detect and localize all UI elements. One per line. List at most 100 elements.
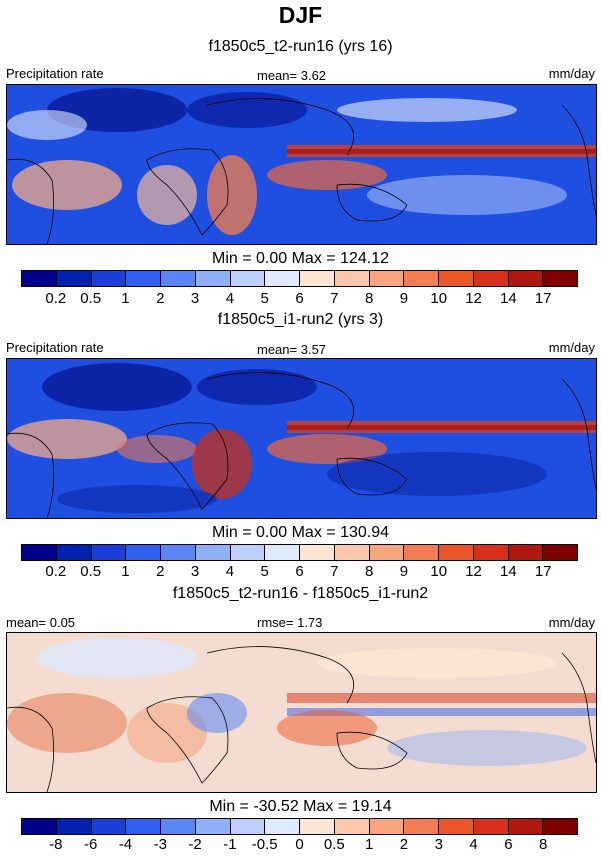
colorbar-swatch	[91, 271, 127, 286]
colorbar-tick-label: 7	[330, 563, 339, 580]
colorbar-swatch	[369, 545, 405, 560]
colorbar-swatch	[56, 819, 92, 834]
colorbar-swatch	[265, 819, 300, 834]
colorbar-swatch	[334, 819, 370, 834]
colorbar-tick-label: 12	[465, 563, 482, 580]
colorbar-tick-label: 2	[156, 290, 165, 307]
colorbar-tick-label: 3	[190, 290, 200, 307]
panel1-subtitle: f1850c5_t2-run16 (yrs 16)	[208, 38, 393, 55]
colorbar-swatch	[91, 819, 127, 834]
colorbar-swatch	[22, 819, 57, 834]
colorbar-swatch	[161, 271, 196, 286]
colorbar-tick-label: 10	[430, 290, 448, 307]
colorbar-tick-label: 6	[295, 563, 304, 580]
colorbar-swatch	[56, 271, 92, 286]
colorbar-tick-label: 0.5	[80, 563, 102, 580]
colorbar-swatch	[195, 271, 231, 286]
colorbar-tick-label: -4	[118, 836, 133, 853]
panel2-left-label: Precipitation rate	[6, 340, 104, 355]
colorbar-swatch	[404, 819, 439, 834]
colorbar-swatch	[195, 819, 231, 834]
colorbar-swatch	[265, 271, 300, 286]
colorbar-tick-label: 8	[364, 290, 374, 307]
colorbar-tick-label: 10	[430, 563, 448, 580]
colorbar-swatch	[439, 271, 474, 286]
panel1-precip-map	[6, 84, 597, 245]
colorbar-tick-label: 17	[534, 563, 552, 580]
colorbar-tick-label: 1	[121, 563, 130, 580]
colorbar-tick-label: 1	[364, 836, 374, 853]
panel3-colorbar	[21, 818, 578, 835]
colorbar-swatch	[126, 271, 161, 286]
colorbar-tick-label: 2	[156, 563, 165, 580]
colorbar-swatch	[161, 545, 196, 560]
colorbar-swatch	[195, 545, 231, 560]
colorbar-swatch	[91, 545, 127, 560]
panel3-colorbar-ticks: -8 -6 -4 -3 -2 -1 -0.5 0 0.5 1 2 3 4 6 8	[21, 836, 578, 854]
colorbar-swatch	[334, 271, 370, 286]
colorbar-swatch	[56, 545, 92, 560]
colorbar-swatch	[473, 271, 509, 286]
colorbar-swatch	[404, 271, 439, 286]
colorbar-tick-label: 14	[500, 290, 517, 307]
colorbar-tick-label: 9	[399, 563, 409, 580]
colorbar-tick-label: 4	[469, 836, 478, 853]
colorbar-swatch	[334, 545, 370, 560]
colorbar-tick-label: -8	[49, 836, 63, 853]
panel2-minmax: Min = 0.00 Max = 130.94	[212, 524, 389, 541]
season-title: DJF	[278, 2, 323, 28]
colorbar-tick-label: 0	[295, 836, 304, 853]
colorbar-tick-label: 5	[260, 563, 269, 580]
panel2-subtitle: f1850c5_i1-run2 (yrs 3)	[217, 311, 384, 328]
panel1-minmax: Min = 0.00 Max = 124.12	[212, 250, 389, 267]
panel2-colorbar	[21, 544, 578, 561]
colorbar-swatch	[265, 545, 300, 560]
colorbar-tick-label: 4	[225, 563, 235, 580]
colorbar-tick-label: -0.5	[251, 836, 278, 853]
colorbar-tick-label: 17	[534, 290, 552, 307]
colorbar-swatch	[473, 545, 509, 560]
panel3-difference-map	[6, 632, 597, 793]
colorbar-swatch	[508, 271, 544, 286]
colorbar-swatch	[126, 545, 161, 560]
panel2-units-label: mm/day	[548, 340, 595, 355]
colorbar-swatch	[369, 819, 405, 834]
panel3-subtitle: f1850c5_t2-run16 - f1850c5_i1-run2	[172, 585, 429, 602]
colorbar-tick-label: 2	[399, 836, 409, 853]
colorbar-swatch	[126, 819, 161, 834]
colorbar-swatch	[161, 819, 196, 834]
panel1-mean-label: mean= 3.62	[257, 68, 327, 83]
panel3-mean-label: mean= 0.05	[6, 615, 76, 630]
colorbar-tick-label: 0.2	[45, 563, 67, 580]
colorbar-tick-label: -6	[83, 836, 98, 853]
colorbar-swatch	[300, 545, 335, 560]
panel2-precip-map	[6, 358, 597, 519]
panel2-colorbar-ticks: 0.2 0.5 1 2 3 4 5 6 7 8 9 10 12 14 17	[21, 563, 578, 581]
panel1-units-label: mm/day	[548, 66, 595, 81]
colorbar-tick-label: 3	[190, 563, 200, 580]
colorbar-swatch	[22, 271, 57, 286]
colorbar-tick-label: 6	[295, 290, 304, 307]
colorbar-tick-label: 14	[500, 563, 517, 580]
colorbar-tick-label: 8	[364, 563, 374, 580]
colorbar-swatch	[543, 819, 577, 834]
panel2-mean-label: mean= 3.57	[257, 342, 327, 357]
colorbar-tick-label: 8	[539, 836, 548, 853]
colorbar-swatch	[439, 545, 474, 560]
colorbar-tick-label: 6	[504, 836, 513, 853]
colorbar-tick-label: 0.5	[323, 836, 345, 853]
panel1-colorbar-ticks: 0.2 0.5 1 2 3 4 5 6 7 8 9 10 12 14 17	[21, 290, 578, 308]
colorbar-swatch	[22, 545, 57, 560]
colorbar-tick-label: 4	[225, 290, 235, 307]
panel3-minmax: Min = -30.52 Max = 19.14	[209, 798, 392, 815]
panel1-colorbar	[21, 270, 578, 287]
colorbar-tick-label: -3	[153, 836, 167, 853]
colorbar-swatch	[543, 545, 577, 560]
colorbar-tick-label: 5	[260, 290, 269, 307]
colorbar-swatch	[230, 545, 266, 560]
colorbar-swatch	[230, 271, 266, 286]
colorbar-swatch	[369, 271, 405, 286]
colorbar-swatch	[404, 545, 439, 560]
panel3-units-label: mm/day	[548, 615, 595, 630]
colorbar-swatch	[508, 545, 544, 560]
